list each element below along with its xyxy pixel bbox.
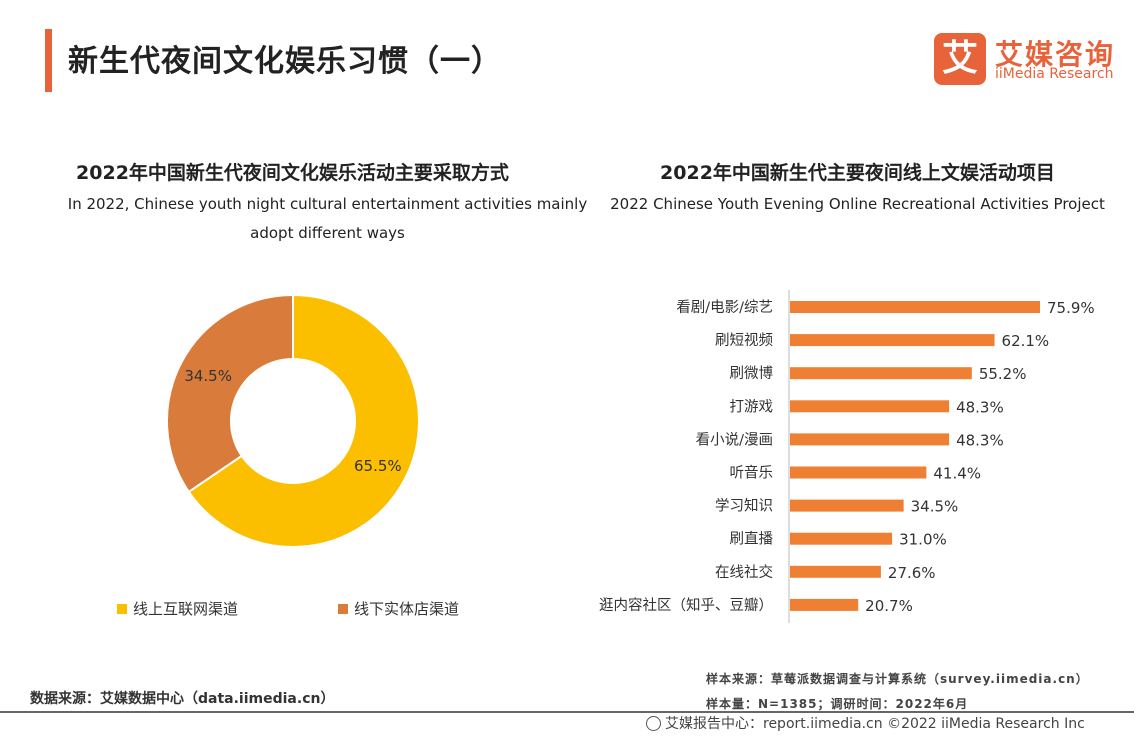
bar-value-label: 34.5% [911, 498, 959, 516]
bar-chart-subtitle: 2022 Chinese Youth Evening Online Recrea… [610, 195, 1105, 213]
bar [790, 565, 881, 578]
logo-mark-text: 艾 [941, 38, 978, 79]
legend-label-online: 线上互联网渠道 [133, 600, 239, 618]
donut-label-online: 65.5% [354, 457, 402, 475]
donut-chart-subtitle: In 2022, Chinese youth night cultural en… [67, 195, 588, 242]
globe-icon [646, 715, 661, 731]
bar [790, 301, 1040, 313]
sample-source: 样本来源：草莓派数据调查与计算系统（survey.iimedia.cn） [706, 672, 1089, 686]
bar [790, 532, 893, 545]
bar-category-label: 在线社交 [715, 563, 773, 581]
bar-value-label: 31.0% [899, 531, 947, 549]
bar-chart-title: 2022年中国新生代主要夜间线上文娱活动项目 [660, 162, 1055, 184]
report-center: 艾媒报告中心：report.iimedia.cn ©2022 iiMedia R… [646, 713, 1085, 733]
bar-value-label: 27.6% [888, 564, 936, 582]
footer-divider [0, 711, 1134, 713]
donut-chart: 65.5% 34.5% [166, 293, 420, 548]
data-source: 数据来源：艾媒数据中心（data.iimedia.cn） [30, 691, 335, 707]
legend-item-online: 线上互联网渠道 [117, 598, 238, 619]
legend-label-offline: 线下实体店渠道 [354, 600, 460, 618]
bar-category-label: 刷微博 [730, 365, 774, 382]
bar [790, 400, 950, 413]
bar [790, 499, 904, 512]
bar-value-label: 62.1% [1002, 332, 1050, 350]
title-accent-bar [45, 29, 52, 92]
bar-category-label: 打游戏 [730, 398, 774, 415]
bar-category-label: 看小说/漫画 [696, 431, 773, 448]
bar-value-label: 48.3% [956, 431, 1004, 449]
bar-value-label: 55.2% [979, 365, 1027, 383]
bar-category-label: 学习知识 [715, 498, 773, 515]
logo-mark: 艾 [934, 33, 986, 85]
sample-size: 样本量：N=1385；调研时间：2022年6月 [706, 697, 969, 711]
legend-item-offline: 线下实体店渠道 [338, 598, 459, 619]
bar-value-label: 41.4% [933, 465, 981, 483]
bar-value-label: 48.3% [956, 398, 1004, 416]
bar-category-label: 看剧/电影/综艺 [676, 299, 773, 316]
donut-slice-online [187, 293, 420, 548]
report-center-text: 艾媒报告中心：report.iimedia.cn ©2022 iiMedia R… [665, 716, 1085, 732]
bar-chart: 看剧/电影/综艺 75.9% 刷短视频 62.1% 刷微博 55.2% 打游戏 48.3% 看小… [599, 290, 1095, 623]
bar [790, 367, 972, 380]
bar-category-label: 逛内容社区（知乎、豆瓣） [599, 597, 773, 614]
bar-category-label: 听音乐 [730, 465, 774, 482]
legend-swatch-offline [338, 603, 348, 614]
logo-name-cn: 艾媒咨询 [995, 38, 1116, 71]
logo-name-en: iiMedia Research [995, 66, 1114, 82]
legend-swatch-online [117, 603, 127, 614]
bar [790, 466, 927, 479]
bar-value-label: 20.7% [865, 597, 913, 615]
bar [790, 334, 995, 347]
bar-category-label: 刷短视频 [715, 332, 773, 349]
donut-chart-title: 2022年中国新生代夜间文化娱乐活动主要采取方式 [76, 162, 509, 184]
bar [790, 433, 950, 446]
bar-category-label: 刷直播 [730, 531, 774, 548]
donut-slice-offline [166, 293, 294, 494]
bar [790, 598, 859, 611]
page-title: 新生代夜间文化娱乐习惯（一） [68, 44, 502, 79]
donut-label-offline: 34.5% [184, 367, 232, 385]
bar-value-label: 75.9% [1047, 299, 1095, 317]
